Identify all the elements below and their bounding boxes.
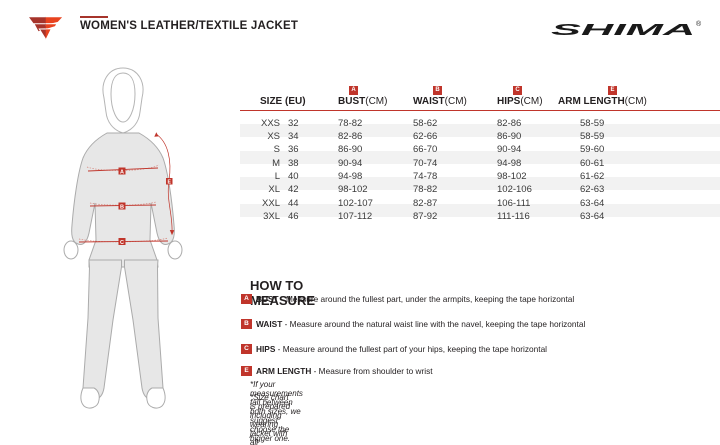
- svg-text:A: A: [120, 169, 124, 175]
- svg-text:C: C: [120, 240, 124, 246]
- svg-text:B: B: [120, 204, 124, 210]
- svg-text:E: E: [167, 179, 171, 185]
